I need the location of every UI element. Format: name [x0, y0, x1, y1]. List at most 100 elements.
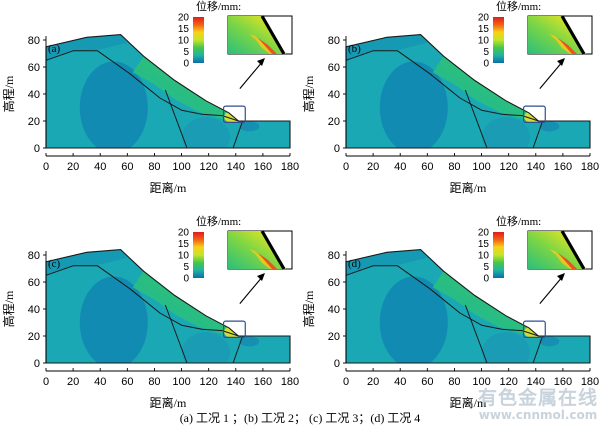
y-tick-label: 20 [328, 331, 340, 343]
y-axis-label: 高程/m [1, 75, 16, 112]
colorbar [493, 17, 504, 63]
toe-low-zone [239, 336, 260, 347]
colorbar-title: 位移/mm: [196, 215, 241, 228]
x-tick-label: 100 [172, 376, 190, 388]
inner-boundary-line [164, 304, 188, 364]
x-tick-label: 180 [581, 376, 599, 388]
x-tick-label: 160 [554, 376, 572, 388]
x-tick-label: 120 [199, 376, 217, 388]
x-tick-label: 0 [43, 376, 49, 388]
colorbar-title: 位移/mm: [196, 0, 241, 13]
x-tick-label: 40 [394, 376, 406, 388]
x-tick-label: 60 [421, 161, 433, 173]
low-displacement-zone-base [481, 332, 530, 363]
y-tick-label: 60 [28, 62, 40, 74]
panel-label: (a) [48, 43, 61, 55]
x-tick-label: 140 [527, 376, 545, 388]
zoom-arrow [239, 275, 264, 304]
y-tick-label: 20 [28, 116, 40, 128]
x-tick-label: 180 [581, 161, 599, 173]
zoom-box [522, 105, 546, 123]
x-tick-label: 100 [172, 161, 190, 173]
x-tick-label: 20 [367, 376, 379, 388]
y-tick-label: 60 [28, 277, 40, 289]
panel-a: 位移/mm: 0 5 10 15 20 (a) 0 20 40 60 80 0 20 40 60 80 100 12… [0, 0, 300, 205]
y-tick-label: 80 [28, 35, 40, 47]
y-axis-label: 高程/m [1, 290, 16, 327]
toe-boundary-line [232, 120, 244, 149]
arrow-head [257, 273, 265, 281]
x-tick-label: 60 [121, 376, 133, 388]
y-tick-label: 40 [28, 89, 40, 101]
upper-band-zone [46, 249, 128, 276]
toe-low-zone [239, 121, 260, 132]
zoom-arrow [539, 60, 564, 89]
colorbar-tick-label: 20 [178, 13, 190, 24]
panel-label: (c) [48, 258, 61, 270]
zoom-box [222, 320, 246, 338]
zoom-box [522, 320, 546, 338]
panel-label: (d) [348, 258, 361, 270]
colorbar-tick-label: 5 [183, 262, 189, 273]
zoom-arrow [539, 275, 564, 304]
panel-d: 位移/mm: 0 5 10 15 20 (d) 0 20 40 60 80 0 20 40 60 80 100 12… [300, 215, 600, 420]
toe-boundary-line [532, 335, 544, 364]
colorbar-tick-label: 0 [483, 274, 489, 285]
y-tick-label: 0 [34, 358, 40, 370]
colorbar-tick-label: 20 [478, 228, 490, 239]
y-tick-label: 40 [328, 304, 340, 316]
y-tick-label: 60 [328, 62, 340, 74]
colorbar-title: 位移/mm: [496, 0, 541, 13]
x-tick-label: 40 [394, 161, 406, 173]
colorbar-tick-label: 5 [483, 262, 489, 273]
slip-surface-line [45, 50, 239, 122]
colorbar [193, 232, 204, 278]
slip-surface-line [45, 265, 239, 337]
upper-band-zone [46, 34, 128, 61]
x-tick-label: 60 [421, 376, 433, 388]
low-displacement-zone-base [181, 332, 230, 363]
y-tick-label: 0 [334, 358, 340, 370]
x-tick-label: 0 [343, 161, 349, 173]
x-axis-label: 距离/m [150, 180, 187, 195]
slope-outline [345, 34, 591, 149]
y-axis-label: 高程/m [301, 75, 316, 112]
zoom-box [222, 105, 246, 123]
y-tick-label: 80 [328, 35, 340, 47]
x-tick-label: 120 [199, 161, 217, 173]
arrow-head [557, 58, 565, 66]
slip-surface-line [345, 50, 539, 122]
colorbar-tick-label: 20 [178, 228, 190, 239]
colorbar-tick-label: 10 [178, 251, 190, 262]
colorbar-tick-label: 15 [178, 24, 190, 35]
x-tick-label: 0 [343, 376, 349, 388]
panel-b: 位移/mm: 0 5 10 15 20 (b) 0 20 40 60 80 0 20 40 60 80 100 12… [300, 0, 600, 205]
x-tick-label: 160 [254, 161, 272, 173]
slip-surface-line [345, 265, 539, 337]
x-tick-label: 20 [67, 376, 79, 388]
y-tick-label: 80 [328, 250, 340, 262]
x-tick-label: 20 [367, 161, 379, 173]
colorbar-tick-label: 10 [478, 36, 490, 47]
x-tick-label: 120 [499, 376, 517, 388]
x-tick-label: 120 [499, 161, 517, 173]
arrow-head [257, 58, 265, 66]
y-tick-label: 40 [328, 89, 340, 101]
x-tick-label: 80 [148, 161, 160, 173]
y-tick-label: 80 [28, 250, 40, 262]
inner-boundary-line [464, 304, 488, 364]
y-tick-label: 0 [334, 143, 340, 155]
zoom-arrow [239, 60, 264, 89]
x-axis-label: 距离/m [150, 395, 187, 410]
watermark: 有色金属在线 www.cnnmol.com [476, 388, 600, 422]
colorbar-tick-label: 10 [178, 36, 190, 47]
x-tick-label: 160 [554, 161, 572, 173]
high-displacement-zone [132, 271, 239, 336]
y-tick-label: 20 [328, 116, 340, 128]
x-tick-label: 140 [227, 161, 245, 173]
y-tick-label: 20 [28, 331, 40, 343]
high-displacement-zone [132, 56, 239, 122]
